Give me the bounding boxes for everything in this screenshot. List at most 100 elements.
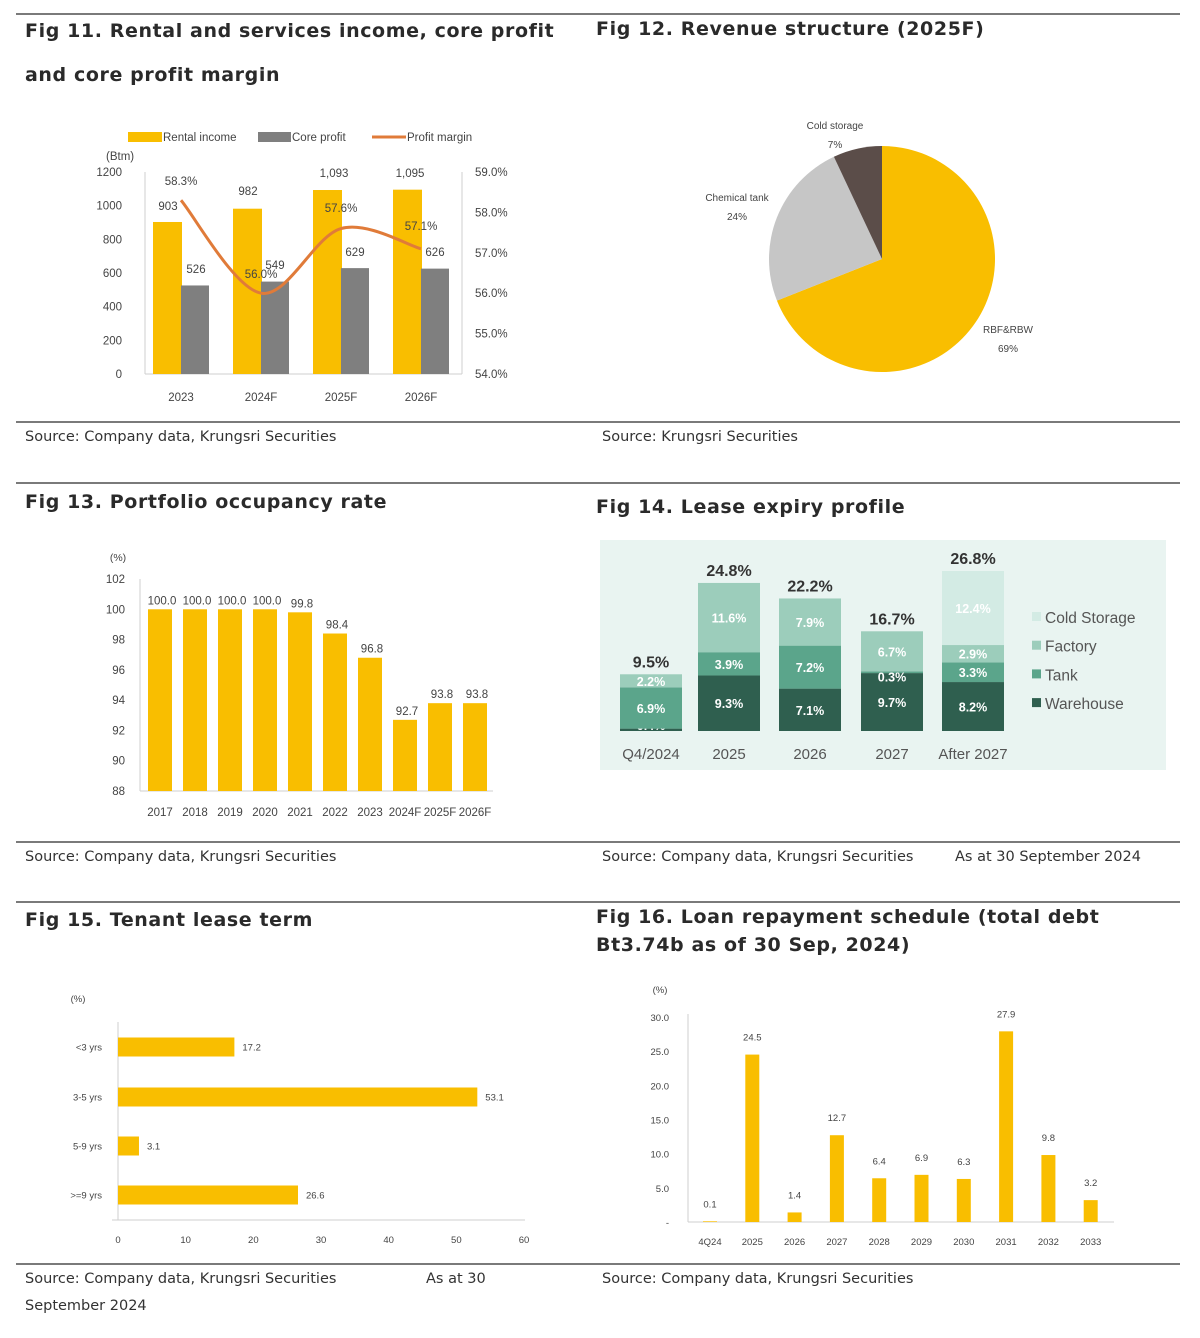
total-value-label: 26.8% [950,551,995,568]
x-category-label: After 2027 [938,746,1007,763]
bar-value-label: 12.7 [828,1113,847,1124]
loan-repayment-bar [1041,1155,1056,1222]
y-tick-label: 100 [106,604,125,616]
rental-income-label: 903 [158,201,177,213]
loan-repayment-bar [1083,1200,1098,1222]
x-tick-label: 2021 [287,807,313,819]
y-axis-label: (%) [653,985,668,996]
fig11-title-cont: and core profit margin [25,64,281,86]
rental-income-bar [393,189,422,374]
loan-repayment-bar [914,1174,929,1222]
divider [16,841,1180,843]
pie-label-value: 24% [727,212,747,223]
y-axis-label: (%) [71,994,86,1005]
rental-income-bar [153,221,182,374]
x-tick-label: 2023 [357,807,383,819]
pie-label-name: Chemical tank [705,193,769,204]
y2-tick-label: 56.0% [475,288,508,300]
legend-swatch-rental-income [128,132,162,142]
profit-margin-label: 57.1% [405,221,438,233]
loan-repayment-bar [956,1178,971,1222]
legend-swatch-tank [1032,669,1041,679]
bar-value-label: 100.0 [253,595,282,607]
x-tick-label: 2031 [996,1237,1017,1248]
x-tick-label: 2026 [784,1237,805,1248]
y-axis-label: (%) [110,552,126,564]
segment-value-label: 3.9% [715,658,744,672]
y-category-label: >=9 yrs [70,1191,102,1202]
x-tick-label: 50 [451,1235,462,1246]
cold-storage-segment [942,571,1004,646]
core-profit-label: 629 [345,247,364,259]
x-tick-label: 2018 [182,807,208,819]
occupancy-bar [428,703,452,791]
divider [16,1263,1180,1265]
segment-value-label: 6.7% [878,645,907,659]
segment-value-label: 3.3% [959,666,988,680]
pie-label-value: 69% [998,344,1018,355]
fig16-title-cont: Bt3.74b as of 30 Sep, 2024) [596,934,911,956]
x-tick-label: 2030 [953,1237,974,1248]
fig15-source: Source: Company data, Krungsri Securitie… [25,1271,337,1287]
y-tick-label: 800 [103,234,122,246]
bar-value-label: 9.8 [1042,1133,1055,1144]
legend-label: Profit margin [407,132,472,144]
pie-slice-chemical-tank [769,156,882,301]
bar-value-label: 100.0 [218,595,247,607]
total-value-label: 9.5% [633,654,669,671]
loan-repayment-bar [745,1054,760,1222]
x-tick-label: 2022 [322,807,348,819]
x-tick-label: 2025F [325,392,358,404]
bar-value-label: 100.0 [183,595,212,607]
x-category-label: 2027 [875,746,908,763]
y-tick-label: 92 [112,725,125,737]
x-tick-label: 20 [248,1235,259,1246]
bar-value-label: 6.9 [915,1153,928,1164]
y-tick-label: 600 [103,268,122,280]
factory-segment [942,645,1004,663]
y-category-label: <3 yrs [76,1043,102,1054]
bar-value-label: 99.8 [291,598,313,610]
factory-segment [698,582,760,653]
occupancy-bar [358,657,382,791]
x-category-label: Q4/2024 [622,746,680,763]
y-axis-label: (Btm) [106,151,134,163]
x-tick-label: 2027 [826,1237,847,1248]
pie-label-value: 7% [828,140,843,151]
warehouse-segment [779,688,841,731]
y2-tick-label: 57.0% [475,248,508,260]
bar-value-label: 17.2 [242,1043,260,1054]
segment-value-label: 9.3% [715,697,744,711]
rental-income-label: 982 [238,186,257,198]
fig12-title: Fig 12. Revenue structure (2025F) [596,18,985,40]
bar-value-label: 92.7 [396,706,418,718]
total-value-label: 24.8% [706,563,751,580]
fig15-title: Fig 15. Tenant lease term [25,909,314,931]
profit-margin-line [179,199,422,295]
bar-value-label: 6.3 [957,1157,970,1168]
y-tick-label: 90 [112,756,125,768]
fig14-note: As at 30 September 2024 [955,849,1141,865]
y-tick-label: 400 [103,302,122,314]
segment-value-label: 2.9% [959,648,988,662]
legend-label: Rental income [163,132,237,144]
x-tick-label: 40 [383,1235,394,1246]
y-tick-label: 94 [112,695,125,707]
x-tick-label: 2023 [168,392,194,404]
tank-segment [861,671,923,674]
rental-income-bar [313,190,342,374]
segment-value-label: 11.6% [712,612,747,626]
y2-tick-label: 54.0% [475,369,508,381]
core-profit-bar [421,268,449,374]
core-profit-label: 526 [186,264,205,276]
fig11-source: Source: Company data, Krungsri Securitie… [25,429,337,445]
bar-value-label: 53.1 [485,1093,504,1104]
bar-value-label: 96.8 [361,644,383,656]
pie-slice-cold-storage [833,146,882,259]
profit-margin-label: 56.0% [245,269,278,281]
occupancy-bar [463,703,487,791]
x-tick-label: 2025F [424,807,457,819]
y2-tick-label: 55.0% [475,329,508,341]
total-value-label: 22.2% [787,578,832,595]
factory-segment [779,598,841,646]
